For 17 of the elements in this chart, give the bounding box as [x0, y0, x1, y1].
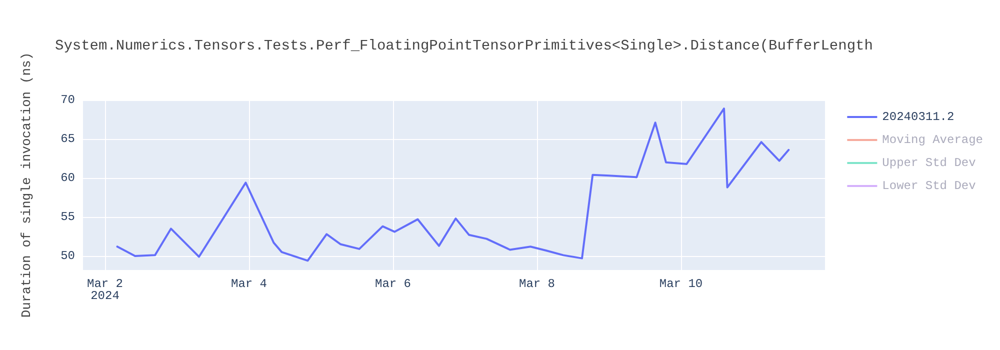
- x-tick-label: Mar 8: [518, 277, 556, 291]
- x-tick-label: Mar 6: [374, 277, 412, 291]
- chart-title: System.Numerics.Tensors.Tests.Perf_FloatingPointTensorPrimitives<Single>.Distance(BufferLength: [55, 38, 873, 54]
- legend-label: Upper Std Dev: [882, 156, 976, 170]
- y-tick-label: 55: [60, 210, 75, 224]
- y-tick-label: 60: [60, 170, 75, 185]
- legend-label: Moving Average: [882, 133, 984, 147]
- y-tick-label: 70: [60, 93, 75, 107]
- x-tick-label: Mar 4: [230, 277, 268, 291]
- y-tick-label: 65: [60, 132, 75, 146]
- x-tick-label: Mar 2 2024: [86, 277, 124, 303]
- line-series: [116, 108, 790, 262]
- legend-label: 20240311.2: [882, 110, 954, 124]
- y-axis-title: Duration of single invocation (ns): [19, 52, 34, 318]
- x-tick-label: Mar 10: [659, 277, 703, 291]
- legend-label: Lower Std Dev: [882, 179, 976, 193]
- y-tick-label: 50: [60, 248, 75, 263]
